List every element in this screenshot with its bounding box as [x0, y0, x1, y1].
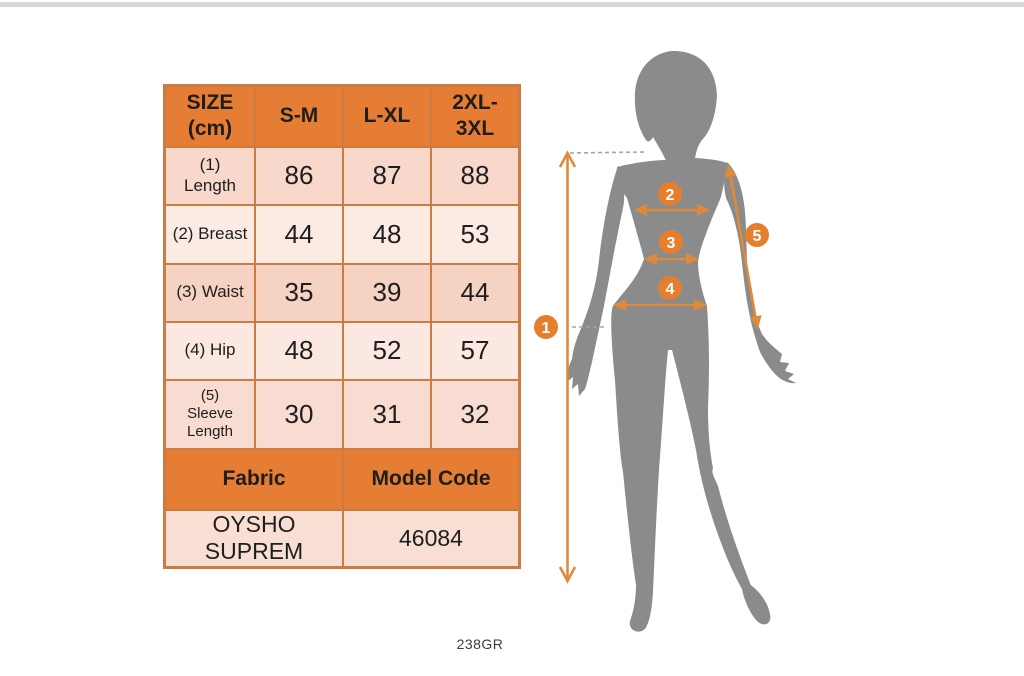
- row-label-length: (1) Length: [163, 145, 256, 206]
- body-measurement-diagram: 1 2 3 4 5: [534, 50, 796, 632]
- length-s-m: 86: [254, 145, 344, 206]
- sleeve-2xl-3xl: 32: [430, 378, 521, 450]
- marker-number-5: 5: [753, 228, 762, 245]
- sleeve-l-xl: 31: [342, 378, 432, 450]
- marker-number-2: 2: [666, 187, 675, 204]
- measurement-arrows: [558, 150, 759, 584]
- sleeve-s-m: 30: [254, 378, 344, 450]
- marker-number-4: 4: [666, 281, 675, 298]
- hip-s-m: 48: [254, 320, 344, 381]
- length-2xl-3xl: 88: [430, 145, 521, 206]
- arrowhead-breast-right: [697, 204, 710, 216]
- waist-s-m: 35: [254, 262, 344, 323]
- row-label-waist: (3) Waist: [163, 262, 256, 323]
- hip-2xl-3xl: 57: [430, 320, 521, 381]
- marker-number-1: 1: [542, 320, 551, 337]
- arrowhead-hip-right: [694, 299, 707, 311]
- header-size-cm: SIZE (cm): [163, 84, 256, 148]
- weight-note: 238GR: [456, 636, 504, 652]
- fabric-header: Fabric: [163, 447, 344, 511]
- top-divider-strip: [0, 2, 1024, 7]
- length-l-xl: 87: [342, 145, 432, 206]
- row-label-sleeve-length: (5) Sleeve Length: [163, 378, 256, 450]
- row-label-breast: (2) Breast: [163, 203, 256, 265]
- arrowhead-waist-left: [644, 253, 657, 265]
- dashed-line-head-top: [569, 151, 647, 154]
- table-row-hip: (4) Hip 48 52 57: [163, 320, 521, 381]
- row-label-hip: (4) Hip: [163, 320, 256, 381]
- silhouette-right-arm: [724, 162, 796, 384]
- header-2xl-3xl: 2XL- 3XL: [430, 84, 521, 148]
- marker-number-3: 3: [667, 235, 676, 252]
- size-table-header-row: SIZE (cm) S-M L-XL 2XL- 3XL: [163, 84, 521, 148]
- header-l-xl: L-XL: [342, 84, 432, 148]
- header-s-m: S-M: [254, 84, 344, 148]
- breast-s-m: 44: [254, 203, 344, 265]
- silhouette-body: [611, 158, 771, 632]
- breast-2xl-3xl: 53: [430, 203, 521, 265]
- model-code-header: Model Code: [342, 447, 521, 511]
- table-row-fabric-values: OYSHO SUPREM 46084: [163, 508, 521, 569]
- waist-2xl-3xl: 44: [430, 262, 521, 323]
- arrowhead-sleeve-bottom: [749, 315, 762, 329]
- arrowhead-height-top: [558, 150, 577, 168]
- table-row-breast: (2) Breast 44 48 53: [163, 203, 521, 265]
- marker-circle-2: [658, 182, 682, 206]
- table-row-length: (1) Length 86 87 88: [163, 145, 521, 206]
- waist-l-xl: 39: [342, 262, 432, 323]
- female-silhouette: [567, 50, 796, 632]
- table-row-sleeve-length: (5) Sleeve Length 30 31 32: [163, 378, 521, 450]
- table-row-fabric-header: Fabric Model Code: [163, 447, 521, 511]
- arrowhead-sleeve-top: [724, 164, 737, 178]
- marker-circle-1: [534, 315, 558, 339]
- arrowhead-hip-left: [613, 299, 626, 311]
- hip-l-xl: 52: [342, 320, 432, 381]
- dashed-reference-lines: [569, 151, 647, 328]
- size-table: SIZE (cm) S-M L-XL 2XL- 3XL (1) Length 8…: [163, 84, 521, 569]
- breast-l-xl: 48: [342, 203, 432, 265]
- silhouette-left-arm: [567, 166, 625, 396]
- arrowhead-height-bottom: [558, 566, 577, 584]
- model-code-value: 46084: [342, 508, 521, 569]
- arrowhead-waist-right: [686, 253, 699, 265]
- silhouette-head: [634, 50, 717, 161]
- arrowhead-breast-left: [634, 204, 647, 216]
- marker-circle-3: [659, 230, 683, 254]
- table-row-waist: (3) Waist 35 39 44: [163, 262, 521, 323]
- arrowheads: [613, 164, 762, 329]
- marker-circle-4: [658, 276, 682, 300]
- arrow-line-sleeve: [727, 166, 759, 327]
- marker-circle-5: [745, 223, 769, 247]
- fabric-value: OYSHO SUPREM: [163, 508, 344, 569]
- measurement-markers: 1 2 3 4 5: [534, 182, 769, 339]
